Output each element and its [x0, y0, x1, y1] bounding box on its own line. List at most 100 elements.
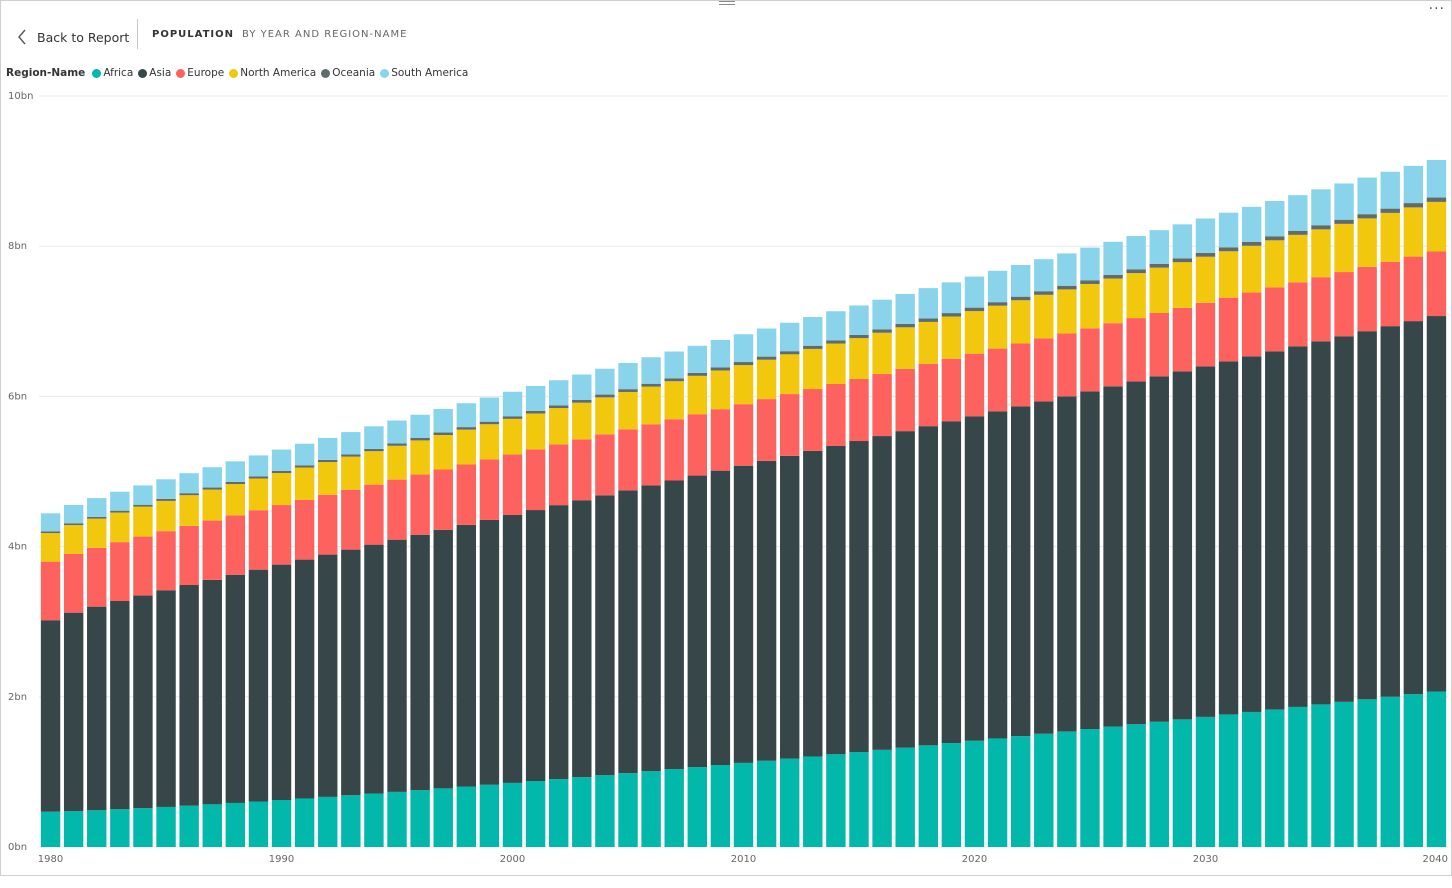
bar-oceania-2040[interactable]: [1426, 197, 1447, 202]
bar-africa-2015[interactable]: [849, 752, 869, 847]
bar-north-america-2016[interactable]: [872, 332, 892, 374]
bar-asia-2014[interactable]: [826, 445, 846, 755]
bar-north-america-1998[interactable]: [456, 429, 477, 465]
bar-africa-2031[interactable]: [1218, 714, 1239, 847]
bar-north-america-2017[interactable]: [895, 327, 915, 369]
bar-north-america-1997[interactable]: [433, 435, 453, 470]
bar-oceania-2006[interactable]: [641, 383, 661, 387]
bar-europe-2021[interactable]: [987, 348, 1008, 412]
bar-africa-2000[interactable]: [502, 782, 523, 847]
bar-europe-2020[interactable]: [964, 353, 985, 417]
bar-asia-2009[interactable]: [710, 470, 731, 765]
bar-south-america-1995[interactable]: [387, 420, 407, 444]
bar-south-america-1988[interactable]: [225, 461, 246, 482]
bar-north-america-2030[interactable]: [1195, 256, 1216, 303]
bar-south-america-2033[interactable]: [1265, 201, 1285, 237]
bar-south-america-2038[interactable]: [1380, 171, 1400, 209]
bar-north-america-2026[interactable]: [1103, 278, 1123, 324]
bar-europe-1997[interactable]: [433, 469, 453, 530]
bar-oceania-1982[interactable]: [87, 516, 107, 519]
bar-asia-2012[interactable]: [780, 455, 800, 759]
bar-south-america-1982[interactable]: [87, 498, 107, 517]
bar-oceania-1994[interactable]: [364, 448, 384, 452]
bar-asia-1982[interactable]: [87, 606, 107, 811]
bar-africa-1989[interactable]: [248, 801, 269, 848]
bar-north-america-2018[interactable]: [918, 321, 938, 364]
bar-oceania-1988[interactable]: [225, 481, 246, 485]
bar-asia-2010[interactable]: [733, 465, 754, 763]
bar-south-america-2009[interactable]: [710, 340, 731, 368]
bar-oceania-1995[interactable]: [387, 443, 407, 446]
bar-africa-2010[interactable]: [733, 762, 754, 847]
bar-oceania-2038[interactable]: [1380, 208, 1400, 213]
bar-africa-2025[interactable]: [1080, 729, 1100, 847]
bar-europe-1982[interactable]: [87, 547, 107, 607]
bar-africa-2035[interactable]: [1311, 704, 1331, 847]
bar-south-america-2024[interactable]: [1057, 253, 1077, 286]
bar-south-america-1999[interactable]: [479, 397, 500, 422]
bar-africa-2033[interactable]: [1265, 709, 1285, 847]
bar-south-america-1981[interactable]: [63, 504, 84, 524]
bar-south-america-2001[interactable]: [525, 385, 546, 411]
bar-asia-2020[interactable]: [964, 416, 985, 741]
bar-oceania-2030[interactable]: [1195, 252, 1216, 257]
legend-item-europe[interactable]: Europe: [176, 67, 224, 79]
legend-item-africa[interactable]: Africa: [92, 67, 133, 79]
bar-oceania-1981[interactable]: [63, 523, 84, 526]
bar-asia-2024[interactable]: [1057, 396, 1077, 732]
bar-africa-1985[interactable]: [156, 806, 176, 847]
bar-africa-2013[interactable]: [803, 756, 823, 847]
bar-africa-2012[interactable]: [780, 758, 800, 847]
bar-europe-2018[interactable]: [918, 363, 938, 427]
legend-item-north-america[interactable]: North America: [229, 67, 316, 79]
bar-asia-2006[interactable]: [641, 485, 661, 772]
bar-europe-1980[interactable]: [40, 561, 61, 621]
bar-asia-2005[interactable]: [618, 490, 638, 774]
bar-north-america-2007[interactable]: [664, 381, 684, 420]
bar-oceania-2019[interactable]: [941, 313, 962, 317]
bar-asia-2039[interactable]: [1403, 321, 1424, 695]
bar-asia-2029[interactable]: [1172, 371, 1193, 720]
bar-oceania-1999[interactable]: [479, 421, 500, 425]
bar-europe-1986[interactable]: [179, 525, 199, 586]
bar-oceania-2008[interactable]: [687, 372, 707, 376]
bar-south-america-2002[interactable]: [549, 380, 569, 406]
bar-oceania-2000[interactable]: [502, 416, 523, 419]
bar-oceania-2013[interactable]: [803, 345, 823, 349]
bar-europe-2003[interactable]: [572, 439, 592, 501]
bar-europe-2004[interactable]: [595, 434, 615, 496]
bar-south-america-2028[interactable]: [1149, 230, 1169, 264]
bar-north-america-2022[interactable]: [1010, 300, 1031, 344]
bar-oceania-2002[interactable]: [549, 405, 569, 409]
bar-north-america-2028[interactable]: [1149, 267, 1169, 313]
bar-north-america-2035[interactable]: [1311, 229, 1331, 278]
bar-north-america-2004[interactable]: [595, 397, 615, 435]
bar-asia-2038[interactable]: [1380, 326, 1400, 697]
bar-north-america-2021[interactable]: [987, 305, 1008, 349]
bar-oceania-1997[interactable]: [433, 432, 453, 436]
bar-africa-2040[interactable]: [1426, 691, 1447, 847]
bar-oceania-2014[interactable]: [826, 340, 846, 344]
bar-south-america-2006[interactable]: [641, 357, 661, 384]
bar-oceania-2028[interactable]: [1149, 263, 1169, 268]
bar-oceania-1990[interactable]: [271, 470, 292, 473]
legend-item-asia[interactable]: Asia: [138, 67, 171, 79]
bar-africa-2024[interactable]: [1057, 731, 1077, 847]
bar-asia-2008[interactable]: [687, 475, 707, 768]
bar-asia-2032[interactable]: [1241, 356, 1262, 712]
bar-asia-2011[interactable]: [756, 460, 777, 761]
bar-oceania-1985[interactable]: [156, 498, 176, 501]
bar-north-america-2020[interactable]: [964, 311, 985, 354]
bar-africa-2016[interactable]: [872, 749, 892, 847]
bar-north-america-2013[interactable]: [803, 348, 823, 390]
bar-europe-2009[interactable]: [710, 409, 731, 471]
bar-europe-1991[interactable]: [294, 499, 315, 560]
bar-oceania-2001[interactable]: [525, 410, 546, 414]
bar-oceania-1998[interactable]: [456, 427, 477, 430]
bar-africa-1997[interactable]: [433, 788, 453, 847]
bar-europe-2016[interactable]: [872, 373, 892, 437]
bar-asia-2026[interactable]: [1103, 386, 1123, 727]
bar-oceania-2009[interactable]: [710, 367, 731, 371]
bar-north-america-2019[interactable]: [941, 316, 962, 359]
bar-europe-2024[interactable]: [1057, 333, 1077, 397]
